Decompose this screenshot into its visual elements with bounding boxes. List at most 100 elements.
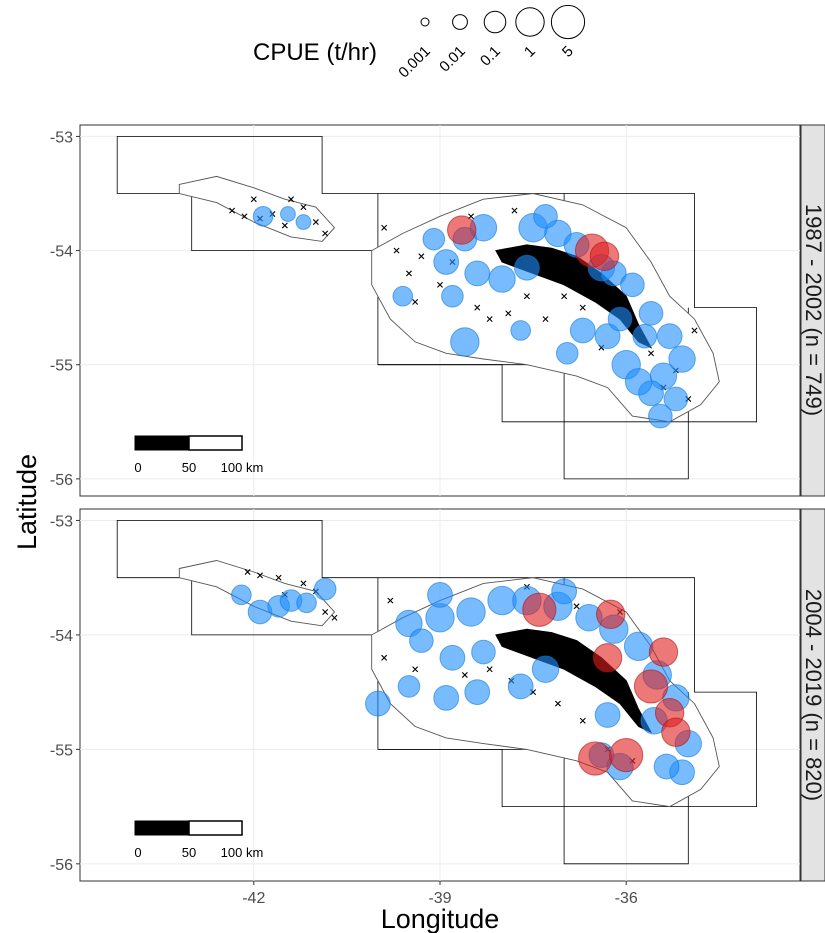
blue-cpue-point bbox=[456, 597, 486, 627]
blue-cpue-point bbox=[533, 204, 558, 229]
blue-cpue-point bbox=[668, 345, 696, 373]
blue-cpue-point bbox=[252, 206, 274, 227]
zero-catch-marker bbox=[412, 298, 419, 305]
panel-2004-2019: 0 50 100 km 2004 - 2019 (n = 820) bbox=[79, 508, 825, 882]
zero-catch-marker bbox=[437, 281, 443, 288]
zero-catch-marker bbox=[393, 247, 400, 254]
data-points bbox=[229, 196, 698, 429]
zero-catch-marker bbox=[275, 574, 282, 581]
blue-cpue-point bbox=[422, 227, 446, 251]
y-tick-label: -54 bbox=[50, 628, 73, 645]
blue-cpue-point bbox=[427, 581, 453, 608]
blue-cpue-point bbox=[594, 702, 621, 728]
x-tick-label: -39 bbox=[428, 890, 451, 907]
scale-bar-label: 50 bbox=[182, 460, 196, 475]
scale-bar-label: 0 bbox=[134, 460, 141, 475]
red-cpue-point bbox=[578, 741, 613, 776]
zero-catch-marker bbox=[300, 204, 307, 211]
zero-catch-marker bbox=[486, 666, 493, 673]
blue-cpue-point bbox=[450, 327, 480, 357]
scale-bar: 0 50 100 km bbox=[134, 435, 263, 475]
zero-catch-marker bbox=[648, 350, 655, 357]
zero-catch-marker bbox=[561, 293, 568, 300]
blue-cpue-point bbox=[623, 631, 654, 662]
strip-background bbox=[800, 508, 825, 882]
zero-catch-marker bbox=[288, 196, 295, 203]
zero-catch-marker bbox=[405, 270, 412, 277]
x-axis-ticks: -42 -39 -36 bbox=[242, 881, 638, 907]
red-cpue-point bbox=[522, 592, 557, 627]
red-cpue-point bbox=[447, 215, 477, 245]
blue-cpue-point bbox=[464, 260, 491, 287]
scale-bar-black bbox=[134, 820, 190, 836]
legend-size-label: 5 bbox=[559, 43, 577, 61]
zero-catch-marker bbox=[579, 304, 586, 311]
red-cpue-point bbox=[589, 241, 620, 271]
scale-bar-white bbox=[188, 435, 243, 451]
zero-catch-marker bbox=[244, 568, 251, 575]
zero-catch-marker bbox=[573, 603, 580, 610]
legend-title: CPUE (t/hr) bbox=[253, 39, 377, 66]
blue-cpue-point bbox=[507, 673, 534, 700]
zero-catch-marker bbox=[542, 316, 549, 323]
scale-bar-white bbox=[188, 820, 243, 836]
legend-size-label: 0.01 bbox=[436, 43, 469, 76]
red-cpue-point bbox=[592, 643, 623, 673]
strip-background bbox=[800, 124, 825, 497]
y-tick-label: -55 bbox=[50, 358, 73, 375]
y-tick-label: -53 bbox=[50, 129, 73, 146]
red-cpue-point bbox=[661, 717, 691, 747]
zero-catch-marker bbox=[241, 213, 248, 220]
legend-size-circle bbox=[550, 4, 586, 40]
x-axis-label: Longitude bbox=[381, 904, 500, 933]
blue-cpue-point bbox=[656, 323, 683, 350]
y-tick-label: -56 bbox=[50, 857, 73, 874]
zero-catch-marker bbox=[412, 666, 419, 673]
blue-cpue-point bbox=[663, 386, 689, 412]
scale-bar-black bbox=[134, 435, 190, 451]
blue-cpue-point bbox=[425, 603, 455, 633]
zero-catch-marker bbox=[579, 717, 586, 724]
blue-cpue-point bbox=[607, 306, 633, 332]
blue-cpue-point bbox=[471, 639, 496, 665]
zero-catch-marker bbox=[461, 671, 468, 678]
blue-cpue-point bbox=[397, 675, 421, 698]
blue-cpue-point bbox=[231, 584, 252, 606]
blue-cpue-point bbox=[653, 753, 680, 780]
zero-catch-marker bbox=[418, 253, 425, 260]
zero-catch-marker bbox=[322, 609, 329, 616]
y-axis-label: Latitude bbox=[12, 454, 42, 550]
y-tick-label: -53 bbox=[50, 513, 73, 530]
blue-cpue-point bbox=[632, 323, 658, 349]
blue-cpue-point bbox=[638, 301, 664, 326]
blue-cpue-point bbox=[296, 592, 317, 614]
zero-catch-marker bbox=[281, 222, 288, 229]
zero-catch-marker bbox=[554, 700, 561, 707]
blue-cpue-point bbox=[280, 206, 296, 222]
zero-catch-marker bbox=[474, 304, 481, 311]
scale-bar: 0 50 100 km bbox=[134, 820, 264, 860]
zero-catch-marker bbox=[250, 196, 257, 203]
blue-cpue-point bbox=[313, 577, 337, 601]
blue-cpue-point bbox=[464, 679, 491, 706]
blue-cpue-point bbox=[531, 655, 560, 683]
blue-cpue-point bbox=[392, 285, 414, 307]
scale-bar-label: 100 km bbox=[221, 845, 264, 860]
legend-size-circle bbox=[452, 14, 468, 30]
cpue-legend: CPUE (t/hr) 0.001 0.01 0.1 1 5 bbox=[253, 4, 586, 81]
blue-cpue-point bbox=[365, 690, 391, 717]
strip-label: 1987 - 2002 (n = 749) bbox=[801, 204, 825, 416]
data-points bbox=[231, 568, 702, 786]
zero-catch-marker bbox=[312, 219, 319, 226]
zero-catch-marker bbox=[229, 207, 236, 214]
zero-catch-marker bbox=[257, 572, 263, 579]
blue-cpue-point bbox=[624, 368, 653, 396]
blue-cpue-point bbox=[569, 317, 596, 344]
zero-catch-marker bbox=[331, 614, 338, 621]
y-axis-ticks-bottom: -53 -54 -55 -56 bbox=[50, 513, 80, 874]
blue-cpue-point bbox=[439, 644, 466, 671]
zero-catch-marker bbox=[381, 224, 388, 231]
zero-catch-marker bbox=[486, 316, 493, 323]
y-axis-ticks-top: -53 -54 -55 -56 bbox=[50, 129, 80, 489]
y-tick-label: -54 bbox=[50, 244, 73, 261]
